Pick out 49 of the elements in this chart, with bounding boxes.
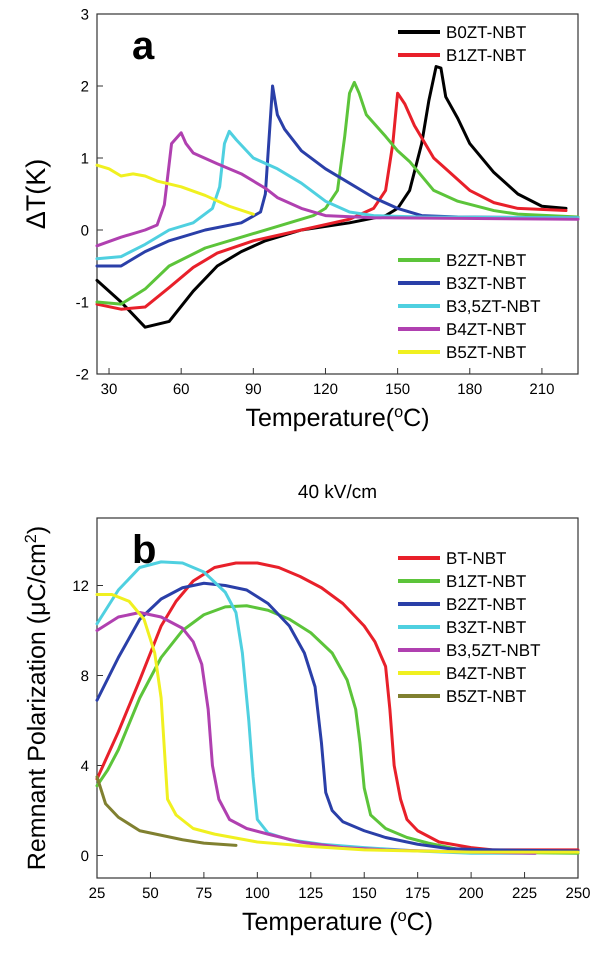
legend-label: B2ZT-NBT bbox=[446, 250, 526, 270]
legend-label: B3,5ZT-NBT bbox=[446, 640, 540, 660]
x-tick-label: 60 bbox=[172, 381, 190, 398]
x-tick-label: 250 bbox=[565, 885, 591, 902]
legend-label: B3,5ZT-NBT bbox=[446, 296, 540, 316]
x-tick-label: 210 bbox=[529, 381, 554, 398]
y-tick-label: 1 bbox=[80, 150, 89, 168]
y-tick-label: 3 bbox=[80, 6, 89, 24]
x-tick-label: 150 bbox=[352, 885, 377, 902]
chart-title: 40 kV/cm bbox=[298, 482, 378, 503]
legend-label: B5ZT-NBT bbox=[446, 342, 526, 362]
x-axis-title: Temperature($^{o}$C) bbox=[245, 403, 430, 432]
annotation: b bbox=[132, 528, 156, 572]
x-tick-label: 120 bbox=[312, 381, 338, 398]
x-tick-label: 225 bbox=[512, 885, 538, 902]
x-tick-label: 30 bbox=[100, 381, 118, 398]
legend-label: B2ZT-NBT bbox=[446, 594, 526, 614]
x-tick-label: 75 bbox=[196, 885, 212, 902]
y-tick-label: -2 bbox=[76, 366, 89, 384]
x-axis-title: Temperature ($^{o}$C) bbox=[242, 907, 434, 936]
x-tick-label: 25 bbox=[88, 885, 106, 902]
legend-label: B1ZT-NBT bbox=[446, 46, 526, 65]
x-tick-label: 180 bbox=[457, 381, 482, 398]
legend-label: BT-NBT bbox=[446, 548, 506, 568]
x-tick-label: 150 bbox=[385, 381, 410, 398]
y-tick-label: 2 bbox=[80, 78, 89, 96]
legend-label: B3ZT-NBT bbox=[446, 274, 526, 293]
legend-label: B4ZT-NBT bbox=[446, 664, 526, 683]
x-tick-label: 200 bbox=[458, 885, 484, 902]
x-tick-label: 100 bbox=[244, 885, 270, 902]
legend-label: B3ZT-NBT bbox=[446, 618, 526, 637]
x-tick-label: 125 bbox=[298, 885, 324, 902]
y-axis-title: ΔT(K) bbox=[21, 158, 51, 230]
x-tick-label: 90 bbox=[244, 381, 262, 398]
y-tick-label: -1 bbox=[76, 294, 89, 312]
legend-label: B4ZT-NBT bbox=[446, 320, 526, 339]
line-series bbox=[96, 164, 255, 216]
legend-label: B0ZT-NBT bbox=[446, 22, 526, 42]
legend-label: B1ZT-NBT bbox=[446, 572, 526, 591]
y-tick-label: 0 bbox=[80, 222, 89, 240]
y-tick-label: 0 bbox=[80, 848, 89, 865]
x-tick-label: 50 bbox=[142, 885, 159, 902]
line-series bbox=[96, 775, 238, 847]
y-tick-label: 8 bbox=[80, 668, 89, 685]
y-tick-label: 4 bbox=[80, 758, 89, 775]
annotation: a bbox=[132, 24, 155, 68]
y-tick-label: 12 bbox=[72, 578, 89, 595]
x-tick-label: 175 bbox=[405, 885, 430, 902]
legend-label: B5ZT-NBT bbox=[446, 686, 526, 706]
